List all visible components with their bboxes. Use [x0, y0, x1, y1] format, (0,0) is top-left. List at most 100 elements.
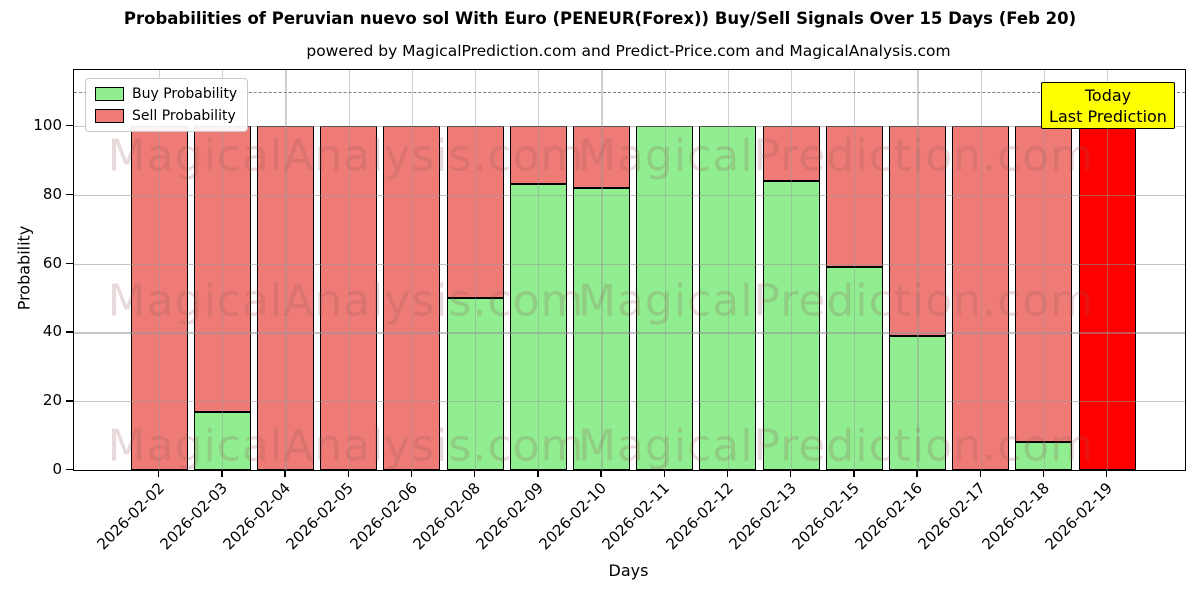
sell-bar-segment: [446, 126, 504, 298]
vertical-gridline: [664, 70, 666, 470]
y-tick-mark: [66, 262, 73, 264]
chart-title: Probabilities of Peruvian nuevo sol With…: [123, 9, 1077, 28]
today-annotation-line1: Today: [1084, 86, 1132, 105]
watermark-text: MagicalAnalysis.com: [107, 130, 585, 182]
sell-bar-segment: [952, 126, 1010, 470]
legend-item-buy: Buy Probability: [95, 86, 238, 102]
x-tick-mark: [537, 470, 539, 477]
x-tick-label-text: 2026-02-09: [472, 479, 547, 554]
vertical-gridline: [285, 70, 287, 470]
plot-area: Buy Probability Sell Probability Today L…: [73, 69, 1186, 472]
x-tick-mark: [726, 470, 729, 477]
x-tick-label-text: 2026-02-15: [788, 479, 863, 554]
buy-bar-segment: [699, 126, 757, 470]
x-tick-mark: [663, 470, 665, 477]
y-tick-mark: [66, 400, 73, 402]
chart-subtitle: powered by MagicalPrediction.com and Pre…: [306, 42, 951, 60]
horizontal-gridline: [74, 332, 1185, 334]
x-tick-label-text: 2026-02-18: [978, 479, 1053, 554]
sell-bar-segment: [825, 126, 883, 268]
watermark-text: MagicalPrediction.com: [578, 130, 1094, 182]
x-tick-label-text: 2026-02-19: [1041, 479, 1116, 554]
sell-bar-segment: [130, 126, 188, 470]
x-tick-label-text: 2026-02-12: [662, 479, 737, 554]
legend-label-buy: Buy Probability: [132, 86, 238, 102]
x-tick-mark: [600, 470, 602, 477]
watermark-text: MagicalPrediction.com: [578, 420, 1094, 472]
buy-bar-segment: [636, 126, 694, 470]
sell-swatch: [95, 109, 124, 123]
buy-bar-segment: [762, 181, 820, 470]
y-tick-label: 40: [42, 322, 62, 341]
legend: Buy Probability Sell Probability: [85, 78, 248, 132]
buy-swatch: [95, 87, 124, 101]
vertical-gridline: [601, 70, 603, 470]
buy-bar-segment: [825, 267, 883, 470]
threshold-dashed-line: [74, 91, 1185, 93]
buy-bar-segment: [572, 187, 630, 470]
y-tick-label: 100: [33, 116, 62, 134]
watermark-text: MagicalPrediction.com: [578, 275, 1094, 327]
x-tick-label-text: 2026-02-11: [598, 479, 674, 554]
x-tick-mark: [979, 470, 981, 477]
x-tick-mark: [347, 470, 349, 477]
x-axis-label: Days: [608, 561, 649, 580]
x-tick-label-text: 2026-02-13: [725, 479, 800, 554]
y-tick-mark: [66, 469, 73, 471]
x-tick-label-text: 2026-02-04: [219, 479, 295, 554]
x-tick-mark: [790, 470, 792, 477]
x-tick-label-text: 2026-02-06: [346, 479, 421, 554]
buy-bar-segment: [193, 411, 251, 470]
sell-bar-segment: [1015, 126, 1073, 443]
y-tick-label: 20: [42, 391, 62, 410]
buy-bar-segment: [509, 184, 567, 470]
sell-bar-segment: [762, 126, 820, 182]
x-tick-mark: [853, 470, 855, 477]
vertical-gridline: [980, 70, 982, 470]
vertical-gridline: [538, 70, 540, 470]
horizontal-gridline: [74, 263, 1185, 265]
horizontal-gridline: [74, 194, 1185, 196]
watermark-text: MagicalAnalysis.com: [107, 275, 585, 327]
watermark-text: MagicalAnalysis.com: [107, 420, 585, 472]
sell-bar-segment: [320, 126, 378, 470]
vertical-gridline: [348, 70, 350, 470]
x-tick-label-text: 2026-02-08: [409, 479, 484, 554]
vertical-gridline: [222, 70, 224, 470]
y-tick-label: 60: [42, 253, 62, 272]
vertical-gridline: [791, 70, 793, 470]
buy-bar-segment: [1015, 442, 1073, 470]
y-tick-mark: [66, 331, 73, 333]
vertical-gridline: [1043, 70, 1045, 470]
y-tick-mark: [66, 193, 73, 196]
sell-bar-segment: [1078, 126, 1136, 470]
sell-bar-segment: [888, 126, 946, 336]
vertical-gridline: [917, 70, 919, 470]
sell-bar-segment: [572, 126, 630, 188]
buy-bar-segment: [446, 298, 504, 470]
vertical-gridline: [854, 70, 856, 470]
today-annotation: Today Last Prediction: [1041, 82, 1175, 129]
x-tick-label-text: 2026-02-10: [535, 479, 611, 554]
vertical-gridline: [159, 70, 161, 470]
vertical-gridline: [475, 70, 477, 470]
horizontal-gridline: [74, 126, 1185, 128]
y-tick-label: 80: [42, 184, 62, 203]
y-tick-label: 0: [52, 460, 62, 478]
x-tick-label-text: 2026-02-16: [851, 479, 927, 554]
vertical-gridline: [1107, 70, 1109, 470]
buy-bar-segment: [888, 335, 946, 470]
x-tick-mark: [284, 470, 286, 477]
x-tick-mark: [474, 470, 476, 477]
x-tick-mark: [1042, 470, 1045, 477]
sell-bar-segment: [509, 126, 567, 185]
legend-item-sell: Sell Probability: [95, 108, 238, 124]
vertical-gridline: [727, 70, 729, 470]
x-tick-label-text: 2026-02-17: [914, 479, 990, 554]
x-tick-mark: [1106, 470, 1108, 477]
x-tick-mark: [158, 470, 160, 477]
legend-label-sell: Sell Probability: [132, 108, 236, 124]
vertical-gridline: [411, 70, 413, 470]
x-tick-label-text: 2026-02-03: [156, 479, 231, 554]
x-tick-label-text: 2026-02-05: [282, 479, 358, 554]
